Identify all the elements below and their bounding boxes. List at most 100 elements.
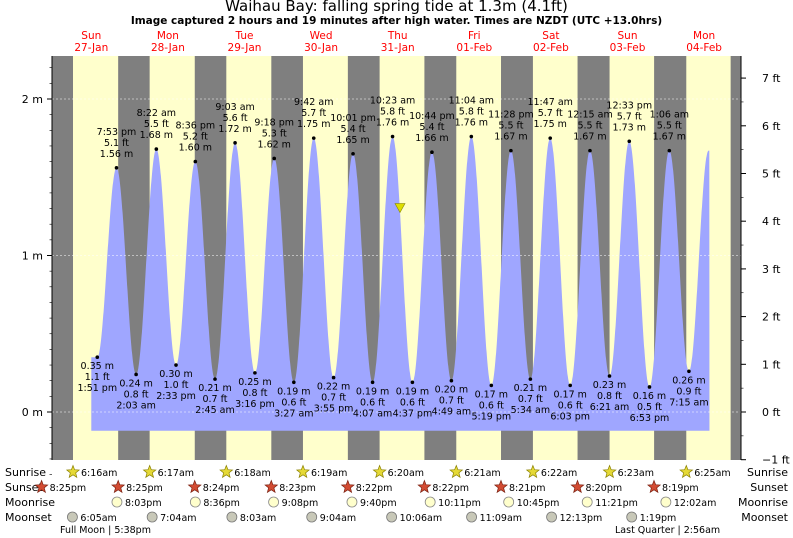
day-name: Thu	[387, 30, 408, 42]
high-tide-ft: 5.6 ft	[223, 113, 248, 124]
high-tide-m: 1.67 m	[653, 132, 686, 143]
low-tide-m: 0.23 m	[593, 380, 626, 391]
sunset-time: 8:21pm	[509, 483, 546, 494]
low-tide-m: 0.22 m	[317, 382, 350, 393]
ft-tick-label: 4 ft	[762, 215, 781, 228]
moonset-time: 7:04am	[160, 513, 196, 524]
high-tide-time: 10:44 pm	[409, 111, 455, 122]
high-tide-m: 1.76 m	[455, 118, 488, 129]
low-tide-m: 0.24 m	[119, 378, 152, 389]
low-tide-time: 7:15 am	[669, 397, 708, 408]
low-tide-ft: 0.6 ft	[281, 397, 306, 408]
low-tide-time: 5:19 pm	[471, 411, 511, 422]
high-tide-point	[430, 150, 434, 155]
high-tide-point	[588, 148, 592, 153]
sunset-icon	[340, 479, 355, 494]
high-tide-m: 1.72 m	[218, 124, 251, 135]
low-tide-point	[687, 369, 691, 374]
row-label-right-sunrise: Sunrise	[747, 466, 788, 479]
low-tide-ft: 1.0 ft	[164, 380, 189, 391]
high-tide-time: 11:47 am	[527, 97, 572, 108]
low-tide-m: 0.20 m	[435, 385, 468, 396]
high-tide-time: 7:53 pm	[97, 127, 137, 138]
row-label-moonset: Moonset	[5, 511, 52, 524]
ft-tick-label: 5 ft	[762, 167, 781, 180]
sunset-icon	[187, 479, 202, 494]
row-label-right-moonrise: Moonrise	[738, 496, 788, 509]
ft-tick-label: 6 ft	[762, 120, 781, 133]
sunrise-time: 6:20am	[388, 468, 424, 479]
moonset-time: 1:19pm	[640, 513, 677, 524]
high-tide-point	[627, 139, 632, 144]
low-tide-m: 0.17 m	[553, 389, 586, 400]
low-tide-time: 3:55 pm	[314, 404, 354, 415]
low-tide-time: 3:16 pm	[235, 399, 275, 410]
sunrise-icon	[679, 464, 694, 479]
low-tide-m: 0.25 m	[238, 377, 271, 388]
low-tide-time: 6:53 pm	[630, 413, 670, 424]
day-name: Mon	[693, 30, 715, 42]
low-tide-point	[292, 380, 296, 385]
sunrise-time: 6:22am	[541, 468, 577, 479]
high-tide-ft: 5.4 ft	[419, 122, 444, 133]
low-tide-ft: 0.9 ft	[676, 386, 701, 397]
day-date: 30-Jan	[304, 42, 338, 54]
moonset-time: 10:06am	[400, 513, 442, 524]
moonrise-time: 8:03pm	[125, 498, 162, 509]
day-name: Sun	[81, 30, 101, 42]
high-tide-ft: 5.7 ft	[617, 111, 642, 122]
low-tide-ft: 0.8 ft	[242, 388, 267, 399]
moonrise-time: 11:21pm	[595, 498, 638, 509]
moonset-time: 6:05am	[80, 513, 116, 524]
day-date: 31-Jan	[381, 42, 415, 54]
high-tide-ft: 5.4 ft	[341, 124, 366, 135]
low-tide-m: 0.21 m	[198, 383, 231, 394]
low-tide-point	[449, 378, 454, 383]
sunrise-icon	[142, 464, 157, 479]
ft-tick-label: 0 ft	[762, 406, 781, 419]
tide-area	[91, 136, 710, 431]
high-tide-ft: 5.8 ft	[459, 107, 484, 118]
m-tick-label: 0 m	[22, 406, 43, 419]
high-tide-time: 9:42 am	[294, 97, 333, 108]
low-tide-point	[213, 377, 217, 381]
ft-tick-label: 2 ft	[762, 311, 781, 324]
low-tide-ft: 0.7 ft	[439, 396, 464, 407]
high-tide-time: 8:22 am	[137, 108, 176, 119]
sunset-time: 8:22pm	[356, 483, 393, 494]
low-tide-ft: 0.7 ft	[321, 393, 346, 404]
high-tide-m: 1.76 m	[376, 118, 409, 129]
low-tide-ft: 0.7 ft	[518, 394, 543, 405]
high-tide-time: 8:36 pm	[176, 121, 216, 132]
low-tide-time: 6:03 pm	[550, 411, 590, 422]
low-tide-time: 2:03 am	[116, 400, 155, 411]
moonrise-icon	[268, 496, 280, 508]
low-tide-ft: 0.5 ft	[637, 402, 662, 413]
low-tide-ft: 0.6 ft	[479, 400, 504, 411]
sunrise-time: 6:19am	[311, 468, 347, 479]
low-tide-point	[370, 380, 375, 385]
low-tide-time: 2:45 am	[195, 405, 234, 416]
day-date: 27-Jan	[74, 42, 108, 54]
low-tide-time: 6:21 am	[590, 402, 629, 413]
high-tide-ft: 5.7 ft	[301, 108, 326, 119]
low-tide-m: 0.17 m	[475, 389, 508, 400]
row-label-sunset: Sunset	[5, 481, 43, 494]
high-tide-m: 1.68 m	[140, 130, 173, 141]
high-tide-time: 12:15 am	[567, 110, 612, 121]
day-date: 02-Feb	[533, 42, 569, 54]
low-tide-ft: 0.6 ft	[360, 397, 385, 408]
high-tide-time: 10:23 am	[370, 96, 415, 107]
low-tide-m: 0.19 m	[396, 386, 429, 397]
sunrise-icon	[602, 464, 617, 479]
moonrise-icon	[660, 496, 672, 508]
sunrise-time: 6:21am	[464, 468, 500, 479]
low-tide-ft: 1.1 ft	[85, 372, 110, 383]
day-name: Sun	[618, 30, 638, 42]
sunset-time: 8:22pm	[432, 483, 469, 494]
day-name: Sat	[542, 30, 559, 42]
high-tide-point	[272, 156, 277, 161]
low-tide-point	[647, 385, 652, 389]
moonrise-icon	[581, 496, 593, 508]
